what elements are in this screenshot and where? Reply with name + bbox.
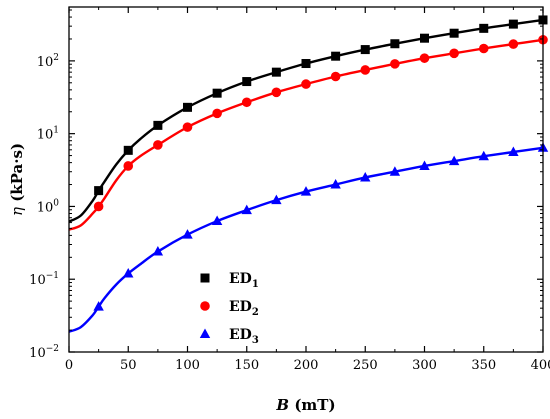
legend-marker-ed2 <box>200 301 210 311</box>
legend-label-ed1: ED1 <box>229 271 259 290</box>
data-point-ed1 <box>212 88 222 98</box>
data-point-ed1 <box>94 186 104 196</box>
x-tick-label: 0 <box>65 358 73 373</box>
fit-curve-ed3 <box>68 146 544 333</box>
data-point-ed2 <box>93 201 104 212</box>
x-axis: 0 50 100 150 200 250 300 350 400 <box>65 7 550 373</box>
data-point-ed3 <box>419 160 430 170</box>
data-point-ed2 <box>241 97 252 108</box>
data-point-ed2 <box>360 65 371 75</box>
data-point-ed3 <box>271 194 282 205</box>
y-tick-label: 10−1 <box>29 271 59 288</box>
data-point-ed2 <box>390 59 400 69</box>
y-tick-label: 102 <box>37 53 59 70</box>
x-axis-title: B (mT) <box>275 396 335 414</box>
data-point-ed1 <box>508 19 518 29</box>
data-point-ed1 <box>479 23 489 33</box>
y-axis-unit: (kPa·s) <box>8 143 26 207</box>
data-point-ed3 <box>360 171 371 182</box>
data-point-ed2 <box>271 87 282 98</box>
x-tick-label: 50 <box>120 358 137 373</box>
legend-marker-ed1 <box>200 273 210 283</box>
data-point-ed3 <box>300 186 312 196</box>
y-axis-var: η <box>8 207 26 216</box>
data-point-ed2 <box>478 43 489 54</box>
data-point-ed1 <box>242 77 252 87</box>
data-point-ed1 <box>360 45 370 55</box>
y-tick-label: 101 <box>37 126 59 143</box>
data-point-ed2 <box>212 108 222 119</box>
data-point-ed1 <box>301 59 311 69</box>
data-point-ed3 <box>152 246 164 256</box>
data-point-ed2 <box>153 140 163 150</box>
data-point-ed3 <box>478 150 489 161</box>
x-tick-label: 400 <box>531 358 550 373</box>
data-point-ed2 <box>419 53 430 63</box>
data-point-ed1 <box>420 33 429 43</box>
data-point-ed3 <box>241 204 252 215</box>
data-point-ed3 <box>389 166 401 176</box>
y-axis-title: η (kPa·s) <box>8 143 26 216</box>
data-point-ed3 <box>508 146 519 156</box>
data-point-ed3 <box>330 179 341 189</box>
data-point-ed1 <box>153 120 163 130</box>
y-axis: 10−2 10−1 100 101 102 <box>29 9 543 361</box>
data-point-ed2 <box>449 48 459 59</box>
x-tick-label: 300 <box>412 358 437 373</box>
legend: ED1 ED2 ED3 <box>199 271 259 346</box>
x-tick-label: 200 <box>294 358 319 373</box>
data-point-ed3 <box>182 229 193 239</box>
plot-frame <box>68 6 544 353</box>
data-point-ed2 <box>182 122 193 132</box>
legend-label-ed2: ED2 <box>229 299 259 318</box>
data-point-ed2 <box>508 39 519 49</box>
data-point-ed3 <box>123 267 134 278</box>
data-point-ed3 <box>93 301 104 311</box>
data-point-ed1 <box>390 39 400 49</box>
data-point-ed1 <box>449 28 459 38</box>
legend-marker-ed3 <box>199 328 211 338</box>
x-tick-label: 150 <box>234 358 259 373</box>
y-tick-label: 100 <box>37 198 60 215</box>
data-point-ed1 <box>183 102 192 112</box>
x-tick-label: 350 <box>471 358 496 373</box>
x-axis-var: B <box>275 396 289 414</box>
data-point-ed2 <box>330 71 341 82</box>
data-point-ed2 <box>301 79 311 89</box>
x-axis-unit: (mT) <box>289 396 335 414</box>
x-tick-label: 250 <box>353 358 378 373</box>
legend-label-ed3: ED3 <box>229 327 259 346</box>
data-point-ed1 <box>331 51 341 61</box>
y-tick-label: 10−2 <box>29 344 59 361</box>
data-point-ed1 <box>123 145 133 155</box>
fit-curve-ed2 <box>68 38 544 231</box>
x-tick-label: 100 <box>175 358 200 373</box>
data-markers <box>93 15 549 311</box>
data-point-ed3 <box>211 215 223 226</box>
data-point-ed3 <box>448 155 460 166</box>
data-point-ed1 <box>271 67 281 77</box>
data-point-ed2 <box>123 161 134 171</box>
